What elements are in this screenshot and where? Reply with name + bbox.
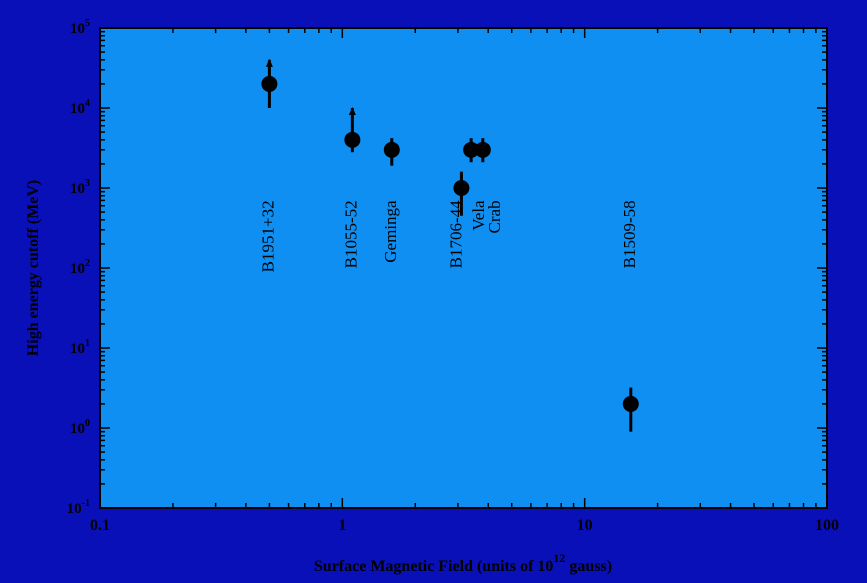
data-point: [261, 75, 278, 92]
y-tick-label: 100: [70, 418, 90, 437]
x-axis-title-main: Surface Magnetic Field (units of 10: [314, 558, 554, 575]
x-tick-label: 100: [815, 517, 839, 534]
y-tick-label: 104: [70, 98, 90, 117]
y-axis-title: High energy cutoff (MeV): [25, 180, 42, 356]
point-label: Vela: [469, 200, 488, 231]
axis-tick-labels: 0.1 1 10 100 10-1 100 101 102 103 104 105: [67, 18, 839, 534]
limit-arrow: [348, 107, 356, 115]
x-axis-title-tail: gauss): [565, 558, 612, 575]
data-points: [261, 58, 639, 432]
data-point: [474, 141, 491, 158]
limit-arrow: [265, 58, 273, 67]
x-tick-label: 10: [577, 517, 593, 534]
data-point: [463, 141, 480, 158]
x-axis-title-exponent: 12: [553, 551, 565, 565]
point-label: B1951+32: [258, 200, 277, 272]
axis-ticks: [99, 28, 827, 509]
y-tick-label: 10-1: [67, 498, 90, 517]
data-point: [344, 131, 361, 148]
point-label: B1055-52: [341, 200, 360, 268]
point-label: Geminga: [381, 200, 400, 263]
data-point: [383, 141, 400, 158]
y-tick-label: 101: [70, 338, 90, 357]
plot-area: [99, 27, 828, 509]
y-tick-label: 103: [70, 178, 90, 197]
data-point: [453, 180, 470, 196]
x-axis-title: Surface Magnetic Field (units of 1012 ga…: [314, 551, 612, 575]
y-tick-label: 102: [70, 258, 90, 277]
point-label: B1706-44: [446, 200, 465, 269]
x-tick-label: 0.1: [90, 517, 110, 534]
y-tick-label: 105: [70, 18, 90, 37]
point-label: B1509-58: [620, 200, 639, 268]
x-tick-label: 1: [338, 517, 346, 534]
point-label: Crab: [485, 200, 504, 233]
data-point: [622, 395, 639, 412]
